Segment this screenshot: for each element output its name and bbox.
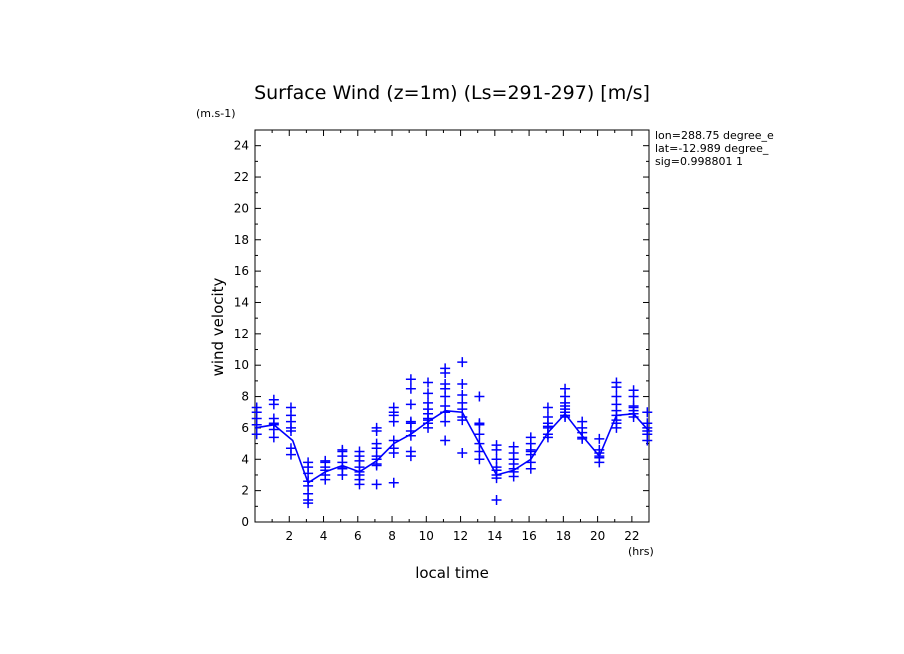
scatter-point <box>388 477 399 488</box>
x-unit-label: (hrs) <box>628 545 654 558</box>
scatter-point <box>508 471 519 482</box>
y-tick-label: 20 <box>234 201 249 215</box>
scatter-point <box>542 402 553 413</box>
x-tick-label: 14 <box>487 529 502 543</box>
y-tick-label: 8 <box>241 390 249 404</box>
y-unit-label: (m.s-1) <box>196 107 236 120</box>
scatter-point <box>611 422 622 433</box>
plot-frame <box>254 129 650 523</box>
scatter-point <box>251 429 262 440</box>
scatter-point <box>423 377 434 388</box>
scatter-point <box>285 426 296 437</box>
scatter-point <box>388 448 399 459</box>
scatter-point <box>405 399 416 410</box>
y-tick-label: 2 <box>241 484 249 498</box>
scatter-point <box>440 391 451 402</box>
scatter-point <box>474 429 485 440</box>
info-sig: sig=0.998801 1 <box>655 155 743 168</box>
scatter-point <box>491 473 502 484</box>
scatter-point <box>440 416 451 427</box>
scatter-point <box>457 415 468 426</box>
scatter-point <box>268 399 279 410</box>
scatter-point <box>642 435 653 446</box>
scatter-point <box>594 433 605 444</box>
scatter-point <box>491 495 502 506</box>
y-tick-label: 24 <box>234 139 249 153</box>
x-tick-label: 6 <box>354 529 362 543</box>
scatter-point <box>337 469 348 480</box>
info-clip <box>778 125 904 175</box>
scatter-point <box>354 479 365 490</box>
scatter-point <box>371 479 382 490</box>
scatter-point <box>560 411 571 422</box>
y-tick-label: 6 <box>241 421 249 435</box>
scatter-point <box>491 444 502 455</box>
scatter-point <box>405 374 416 385</box>
scatter-point <box>628 411 639 422</box>
scatter-point <box>285 449 296 460</box>
scatter-point <box>474 419 485 430</box>
y-tick-label: 0 <box>241 515 249 529</box>
scatter-point <box>440 407 451 418</box>
x-tick-label: 12 <box>453 529 468 543</box>
scatter-point <box>405 430 416 441</box>
x-tick-label: 8 <box>388 529 396 543</box>
y-tick-label: 12 <box>234 327 249 341</box>
scatter-point <box>423 422 434 433</box>
scatter-point <box>457 379 468 390</box>
chart-title: Surface Wind (z=1m) (Ls=291-297) [m/s] <box>254 82 650 104</box>
scatter-point <box>457 448 468 459</box>
x-tick-label: 16 <box>521 529 536 543</box>
series-mean-line <box>254 409 650 485</box>
y-tick-label: 22 <box>234 170 249 184</box>
scatter-point <box>474 391 485 402</box>
info-lon: lon=288.75 degree_e <box>655 129 774 142</box>
scatter-point <box>268 432 279 443</box>
scatter-point <box>628 391 639 402</box>
y-axis-label: wind velocity <box>209 277 227 376</box>
y-tick-label: 14 <box>234 295 249 309</box>
scatter-point <box>423 388 434 399</box>
scatter-point <box>611 382 622 393</box>
scatter-point <box>371 426 382 437</box>
scatter-point <box>594 457 605 468</box>
x-tick-label: 20 <box>590 529 605 543</box>
scatter-point <box>440 368 451 379</box>
scatter-point <box>474 454 485 465</box>
x-tick-label: 4 <box>320 529 328 543</box>
scatter-point <box>320 474 331 485</box>
scatter-point <box>371 460 382 471</box>
x-axis-label: local time <box>415 564 489 582</box>
scatter-point <box>457 357 468 368</box>
scatter-point <box>542 432 553 443</box>
scatter-point <box>388 416 399 427</box>
scatter-point <box>251 419 262 430</box>
scatter-point <box>642 407 653 418</box>
scatter-point <box>525 463 536 474</box>
x-tick-label: 10 <box>419 529 434 543</box>
scatter-point <box>405 451 416 462</box>
y-tick-label: 10 <box>234 358 249 372</box>
x-tick-label: 18 <box>556 529 571 543</box>
scatter-point <box>440 435 451 446</box>
y-tick-label: 18 <box>234 233 249 247</box>
scatter-point <box>303 498 314 509</box>
y-tick-label: 4 <box>241 452 249 466</box>
y-tick-label: 16 <box>234 264 249 278</box>
info-lat: lat=-12.989 degree_ <box>655 142 769 155</box>
x-tick-label: 22 <box>624 529 639 543</box>
scatter-point <box>577 433 588 444</box>
x-tick-label: 2 <box>285 529 293 543</box>
scatter-point <box>405 383 416 394</box>
